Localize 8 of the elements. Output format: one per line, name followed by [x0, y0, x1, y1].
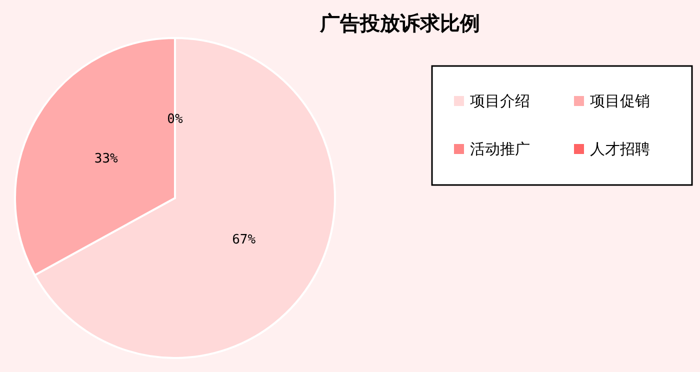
text: 0% [167, 112, 183, 127]
legend-label: 活动推广 [470, 140, 530, 158]
data-label: 67% [232, 232, 256, 248]
data-label: 33% [94, 151, 118, 166]
legend-label: 人才招聘 [590, 140, 650, 158]
chart-title: 广告投放诉求比例 [319, 11, 480, 35]
legend-label: 项目介绍 [470, 92, 530, 110]
legend-label: 项目促销 [590, 92, 650, 110]
